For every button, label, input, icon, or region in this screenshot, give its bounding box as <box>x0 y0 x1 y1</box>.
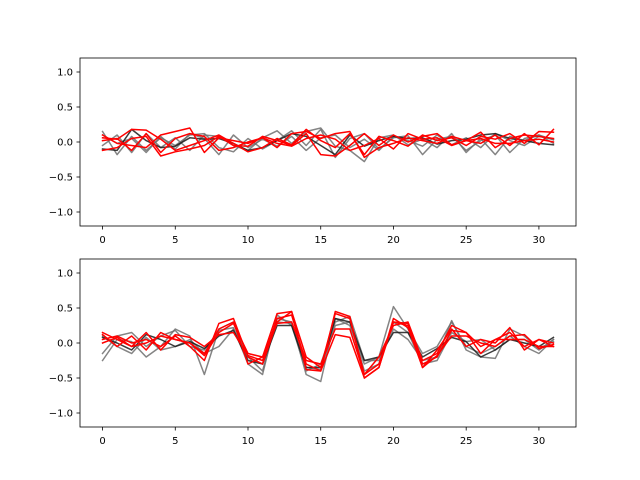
series-line-3 <box>101 128 555 156</box>
series-line-0 <box>101 305 555 383</box>
x-tick-label: 30 <box>533 235 546 246</box>
x-tick-label: 5 <box>172 436 178 447</box>
series-line-6 <box>101 321 555 376</box>
y-tick-label: 0.0 <box>57 138 73 149</box>
x-tick-label: 10 <box>242 235 255 246</box>
series-line-4 <box>101 128 555 156</box>
y-tick-label: 0.0 <box>57 339 73 350</box>
series-line-5 <box>101 128 555 157</box>
x-tick-label: 10 <box>242 436 255 447</box>
series-line-7 <box>101 132 555 154</box>
y-tick-label: −1.0 <box>49 208 73 219</box>
x-tick-label: 25 <box>460 235 473 246</box>
y-tick-label: 0.5 <box>57 103 73 114</box>
x-tick-label: 15 <box>314 436 327 447</box>
x-tick-label: 5 <box>172 235 178 246</box>
subplot-bottom: 0 5 10 15 20 25 30 1.0 0.5 0.0 −0.5 −1.0 <box>49 258 577 447</box>
y-tick-label: 0.5 <box>57 304 73 315</box>
y-tick-label: −0.5 <box>49 374 73 385</box>
series-line-5 <box>101 310 555 379</box>
y-tick-label: −0.5 <box>49 173 73 184</box>
y-tick-label: 1.0 <box>57 68 73 79</box>
x-tick-label: 30 <box>533 436 546 447</box>
subplot-top: 0 5 10 15 20 25 30 1.0 0.5 0.0 −0.5 −1.0 <box>49 57 577 246</box>
y-tick-label: 1.0 <box>57 269 73 280</box>
series-line-7 <box>101 314 555 379</box>
x-tick-label: 20 <box>387 436 400 447</box>
series-line-6 <box>101 127 555 159</box>
x-tick-label: 15 <box>314 235 327 246</box>
x-tick-label: 0 <box>99 235 105 246</box>
y-tick-label: −1.0 <box>49 409 73 420</box>
x-tick-label: 20 <box>387 235 400 246</box>
x-tick-label: 25 <box>460 436 473 447</box>
x-tick-label: 0 <box>99 436 105 447</box>
